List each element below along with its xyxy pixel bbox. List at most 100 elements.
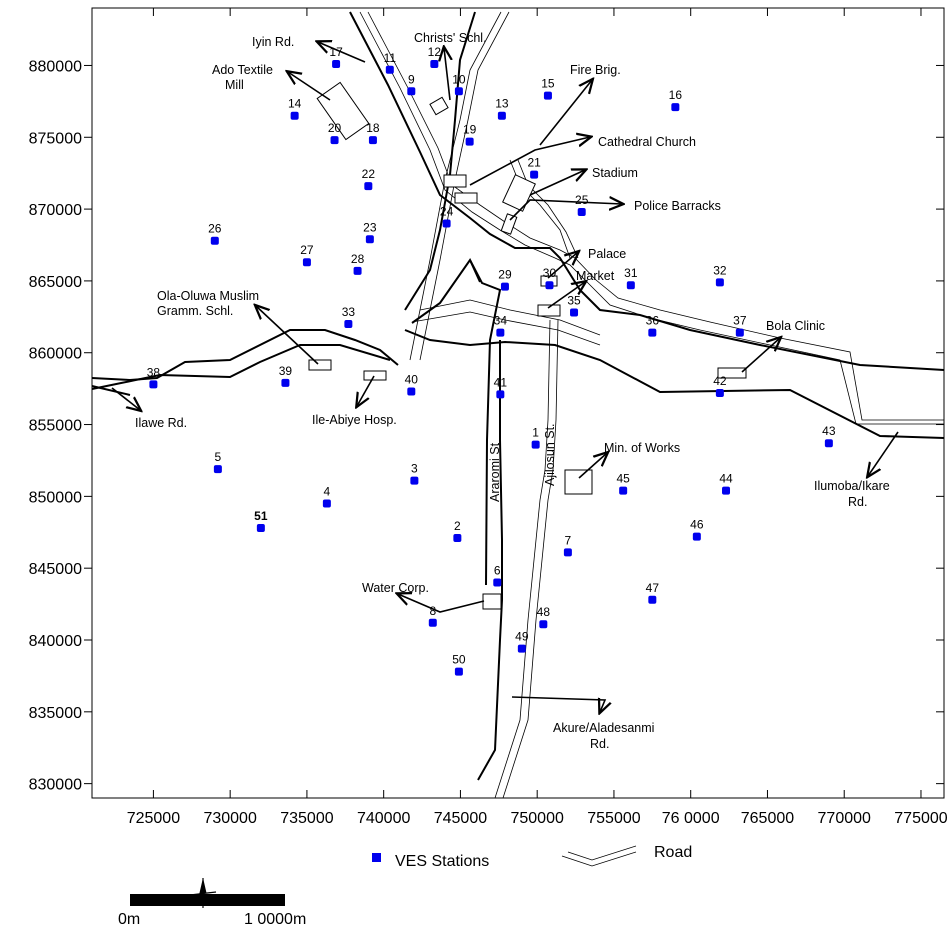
building-market — [537, 304, 561, 317]
ves-station-label: 13 — [495, 97, 509, 111]
ves-station-marker — [453, 534, 462, 543]
building-stadium — [502, 174, 536, 212]
ves-station-marker — [545, 281, 554, 290]
ves-station-label: 14 — [288, 97, 302, 111]
ves-station-marker — [735, 328, 744, 337]
legend-station-marker — [372, 853, 381, 862]
arrow-water — [398, 594, 485, 613]
arrow-cathedral — [469, 137, 590, 186]
label-olaoluwa-2: Gramm. Schl. — [157, 304, 233, 318]
ves-station-label: 25 — [575, 193, 589, 207]
ves-station-marker — [407, 87, 416, 96]
map-frame — [91, 7, 945, 799]
ves-station-label: 10 — [452, 72, 466, 86]
arrow-christ — [444, 48, 450, 101]
label-akure-1: Akure/Aladesanmi — [553, 721, 654, 735]
scale-bar-fill — [130, 894, 285, 906]
road-olaoluwa — [91, 344, 391, 390]
building-textile — [316, 81, 370, 141]
ves-station-marker — [530, 170, 539, 179]
ves-station-label: 28 — [351, 252, 365, 266]
ves-station-label: 21 — [527, 156, 541, 170]
ves-station-marker — [344, 320, 353, 328]
ves-station-label: 15 — [541, 77, 555, 91]
ves-station-marker — [353, 266, 362, 275]
ves-station-label: 5 — [215, 450, 222, 464]
ves-station-label: 30 — [543, 266, 557, 280]
ves-station-marker — [493, 578, 502, 587]
ves-station-marker — [385, 65, 394, 74]
label-araromi: Araromi St — [488, 442, 502, 502]
y-tick-label: 865000 — [29, 274, 82, 291]
ves-station-label: 3 — [411, 462, 418, 476]
ves-station-marker — [322, 499, 331, 508]
label-palace: Palace — [588, 247, 626, 261]
x-tick-label: 735000 — [280, 810, 333, 827]
ves-station-label: 50 — [452, 653, 466, 667]
road-araromi — [469, 259, 502, 586]
scale-end-label: 1 0000m — [244, 911, 306, 928]
ves-station-marker — [496, 390, 505, 399]
pointer-arrows — [111, 42, 899, 712]
ves-station-label: 8 — [429, 604, 436, 618]
ves-station-marker — [517, 644, 526, 653]
ves-station-label: 41 — [494, 375, 508, 389]
ves-station-label: 36 — [646, 314, 660, 328]
building-olaoluwa — [308, 359, 332, 371]
label-police: Police Barracks — [634, 199, 721, 213]
ves-station-marker — [626, 281, 635, 290]
ves-station-marker — [692, 532, 701, 541]
road-inner-left — [411, 257, 481, 324]
arrow-police — [509, 200, 622, 221]
label-christ: Christs' Schl. — [414, 31, 487, 45]
ves-station-label: 23 — [363, 220, 377, 234]
ves-station-marker — [330, 136, 339, 145]
label-olaoluwa-1: Ola-Oluwa Muslim — [157, 289, 259, 303]
y-tick-label: 835000 — [29, 705, 82, 722]
x-tick-label: 770000 — [818, 810, 871, 827]
arrow-stadium — [529, 170, 585, 196]
ves-station-marker — [671, 103, 680, 112]
ves-station-label: 1 — [532, 426, 539, 440]
ves-station-marker — [213, 465, 222, 474]
building-works — [564, 469, 593, 495]
label-bola: Bola Clinic — [766, 319, 825, 333]
ves-station-marker — [368, 136, 377, 145]
x-tick-label: 730000 — [203, 810, 256, 827]
label-ileabiye: Ile-Abiye Hosp. — [312, 413, 397, 427]
label-ilumoba-1: Ilumoba/Ikare — [814, 479, 890, 493]
building-ileabiye — [363, 370, 387, 381]
legend-stations-label: VES Stations — [395, 853, 489, 870]
arrow-fire — [539, 80, 592, 146]
y-tick-label: 845000 — [29, 561, 82, 578]
label-ajilosun: Ajilosun St. — [543, 423, 557, 486]
ves-station-marker — [442, 219, 451, 228]
label-akure-2: Rd. — [590, 737, 609, 751]
ves-station-marker — [454, 87, 463, 96]
ves-station-marker — [210, 236, 219, 245]
label-fire: Fire Brig. — [570, 63, 621, 77]
ves-station-marker — [824, 439, 833, 448]
ves-station-label: 29 — [498, 268, 512, 282]
scale-start-label: 0m — [118, 911, 140, 928]
ves-station-label: 7 — [565, 533, 572, 547]
ves-station-marker — [465, 137, 474, 146]
legend-road-symbol — [561, 845, 637, 867]
ves-station-marker — [302, 258, 311, 267]
ves-station-label: 6 — [494, 564, 501, 578]
arrow-ileabiye — [357, 375, 375, 406]
x-tick-label: 745000 — [434, 810, 487, 827]
ves-station-label: 24 — [440, 204, 454, 218]
ves-station-marker — [715, 278, 724, 287]
legend: VES Stations Road — [372, 844, 692, 870]
ves-station-label: 12 — [428, 45, 442, 59]
ves-station-marker — [531, 440, 540, 449]
x-tick-label: 740000 — [357, 810, 410, 827]
label-textile-1: Ado Textile — [212, 63, 273, 77]
ves-station-label: 51 — [254, 509, 268, 523]
ves-station-marker — [281, 378, 290, 387]
ves-station-label: 34 — [494, 314, 508, 328]
ves-station-label: 31 — [624, 266, 638, 280]
x-tick-label: 755000 — [587, 810, 640, 827]
ves-station-marker — [563, 548, 572, 557]
